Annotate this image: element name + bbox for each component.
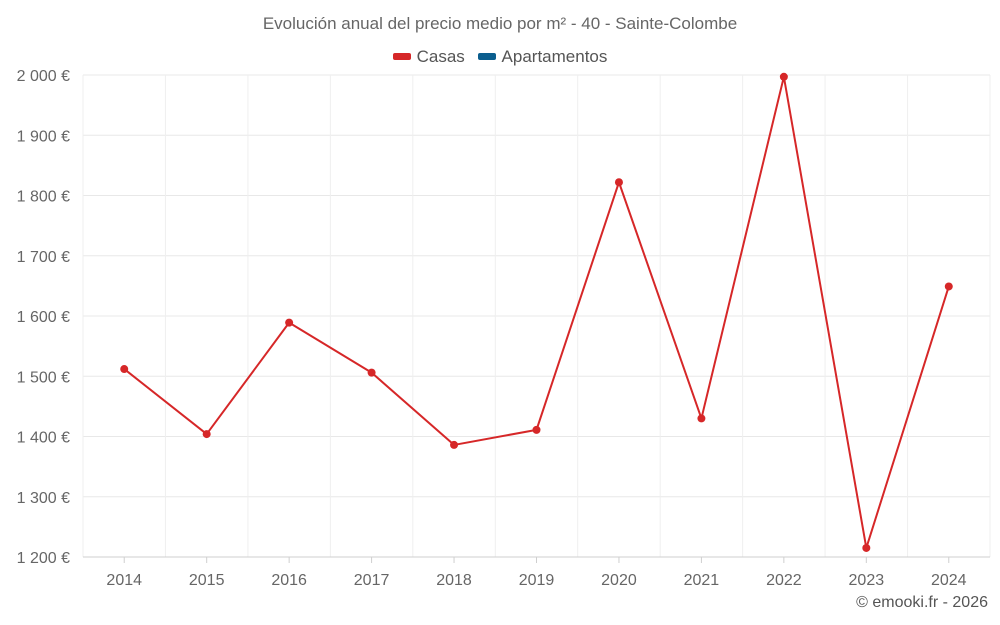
y-tick-label: 1 300 €: [17, 490, 70, 507]
data-point[interactable]: [285, 318, 294, 327]
legend-label-casas: Casas: [416, 46, 465, 66]
data-point[interactable]: [532, 425, 541, 434]
x-tick-label: 2024: [931, 572, 967, 589]
x-tick-label: 2022: [766, 572, 802, 589]
legend-item-apartamentos[interactable]: Apartamentos: [477, 46, 608, 67]
y-tick-label: 1 500 €: [17, 369, 70, 386]
y-axis: 1 200 € 1 300 € 1 400 € 1 500 € 1 600 € 1 700…: [17, 68, 70, 567]
data-point[interactable]: [614, 178, 623, 187]
x-tick-label: 2015: [189, 572, 225, 589]
copyright-credit: © emooki.fr - 2026: [856, 594, 988, 611]
y-tick-label: 1 400 €: [17, 430, 70, 447]
x-axis: 2014 2015 2016 2017 2018 2019 2020 2021 2022 2023…: [83, 556, 990, 589]
data-point[interactable]: [120, 365, 129, 374]
legend-label-apartamentos: Apartamentos: [501, 46, 608, 66]
y-tick-label: 2 000 €: [17, 68, 70, 85]
legend-item-casas[interactable]: Casas: [392, 46, 465, 67]
data-point[interactable]: [697, 414, 706, 423]
y-tick-label: 1 900 €: [17, 128, 70, 145]
series-layer: [120, 72, 953, 552]
data-point[interactable]: [202, 430, 211, 439]
legend-swatch-casas: [392, 53, 411, 60]
data-point[interactable]: [450, 440, 459, 449]
x-tick-label: 2014: [106, 572, 142, 589]
x-tick-label: 2017: [354, 572, 390, 589]
x-tick-label: 2023: [849, 572, 885, 589]
grid-lines: [82, 74, 991, 558]
x-tick-label: 2021: [684, 572, 720, 589]
data-point[interactable]: [862, 543, 871, 552]
data-point[interactable]: [944, 282, 953, 291]
chart-legend: Casas Apartamentos: [0, 45, 1000, 67]
x-tick-label: 2018: [436, 572, 472, 589]
y-tick-label: 1 800 €: [17, 189, 70, 206]
chart-title: Evolución anual del precio medio por m² …: [262, 14, 738, 33]
data-point[interactable]: [779, 72, 788, 81]
y-tick-label: 1 600 €: [17, 309, 70, 326]
x-tick-label: 2020: [601, 572, 637, 589]
legend-swatch-apartamentos: [477, 53, 496, 60]
x-tick-label: 2019: [519, 572, 555, 589]
y-tick-label: 1 200 €: [17, 550, 70, 567]
x-tick-label: 2016: [271, 572, 307, 589]
y-tick-label: 1 700 €: [17, 249, 70, 266]
data-point[interactable]: [367, 368, 376, 377]
